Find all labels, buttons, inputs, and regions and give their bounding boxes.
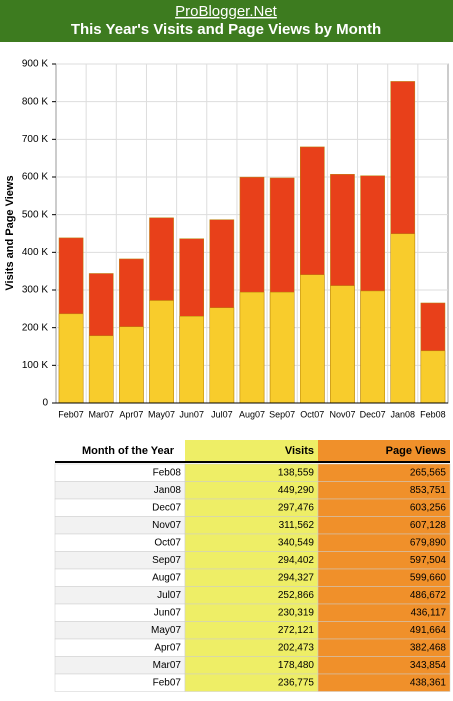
cell-text: Mar07 [153, 660, 182, 671]
y-tick-label: 400 K [22, 247, 48, 258]
header-cell [55, 440, 185, 462]
cell-text: 294,327 [278, 572, 315, 583]
header-cell [318, 440, 450, 462]
cell-text: 252,866 [278, 590, 315, 601]
x-tick-label: Feb08 [420, 409, 446, 419]
bar [269, 291, 295, 404]
cell-text: 311,562 [279, 520, 315, 531]
cell-text: Sep07 [152, 555, 181, 566]
y-axis-label: Visits and Page Views [4, 175, 16, 290]
cell-text: 265,565 [410, 467, 447, 478]
cell-text: 236,775 [278, 677, 315, 688]
x-tick-label: Oct07 [300, 409, 324, 419]
cell-text: 449,290 [278, 485, 315, 496]
site-link[interactable]: ProBlogger.Net [175, 3, 278, 20]
column-header: Visits [285, 445, 314, 457]
x-tick-label: May07 [148, 409, 175, 419]
column-header: Page Views [386, 445, 446, 457]
x-tick-label: Jan08 [391, 409, 416, 419]
y-tick-label: 900 K [22, 59, 48, 70]
cell-text: 679,890 [410, 537, 447, 548]
bar [88, 335, 114, 404]
cell-text: 340,549 [278, 537, 315, 548]
bar [330, 285, 355, 404]
y-tick-label: 0 [42, 398, 48, 409]
cell-text: 294,402 [278, 555, 315, 566]
cell-text: Jul07 [157, 590, 181, 601]
chart-title: This Year's Visits and Page Views by Mon… [71, 21, 381, 38]
cell [317, 673, 451, 692]
cell-text: 599,660 [410, 572, 447, 583]
cell-text: 382,468 [410, 642, 447, 653]
cell-text: 438,361 [410, 677, 447, 688]
cell-text: Apr07 [154, 642, 181, 653]
cell-text: 853,751 [410, 485, 447, 496]
cell-text: 597,504 [410, 555, 447, 566]
bar [179, 315, 205, 404]
cell-text: 343,854 [410, 660, 447, 671]
bar [58, 313, 84, 404]
y-tick-label: 100 K [22, 360, 48, 371]
cell-text: 436,117 [411, 607, 447, 618]
cell-text: Feb08 [153, 467, 182, 478]
y-tick-label: 700 K [22, 134, 48, 145]
cell-text: 202,473 [278, 642, 315, 653]
y-tick-label: 300 K [22, 285, 48, 296]
y-tick-label: 500 K [22, 209, 48, 220]
bar [209, 307, 235, 404]
bar [299, 274, 325, 404]
y-tick-label: 200 K [22, 322, 48, 333]
cell-text: 607,128 [410, 520, 447, 531]
x-tick-label: Sep07 [269, 409, 295, 419]
x-tick-label: Jun07 [179, 409, 204, 419]
cell-text: Nov07 [152, 520, 181, 531]
bar [239, 291, 265, 404]
y-tick-label: 600 K [22, 172, 48, 183]
x-tick-label: Apr07 [119, 409, 143, 419]
cell-text: Aug07 [152, 572, 181, 583]
bar [390, 233, 416, 404]
column-header: Month of the Year [82, 445, 175, 457]
cell-text: 491,664 [410, 625, 447, 636]
x-tick-label: Nov07 [329, 409, 355, 419]
cell-text: Dec07 [152, 502, 181, 513]
bar [119, 326, 144, 404]
bar [420, 350, 446, 404]
data-table: Month of the Year Visits Page Views Feb08 13… [54, 440, 451, 692]
header-banner [0, 0, 453, 42]
cell-text: 297,476 [278, 502, 315, 513]
x-tick-label: Feb07 [58, 409, 84, 419]
bar [149, 300, 174, 404]
bar [360, 290, 385, 404]
cell-text: 178,480 [278, 660, 315, 671]
x-tick-label: Dec07 [360, 409, 386, 419]
cell-text: Jan08 [154, 485, 182, 496]
header-cell [185, 440, 318, 462]
x-tick-label: Mar07 [88, 409, 114, 419]
cell-text: Oct07 [154, 537, 181, 548]
cell-text: 230,319 [278, 607, 315, 618]
cell-text: Jun07 [154, 607, 182, 618]
x-tick-label: Aug07 [239, 409, 265, 419]
x-tick-label: Jul07 [211, 409, 233, 419]
cell-text: Feb07 [153, 677, 182, 688]
cell-text: 138,559 [278, 467, 315, 478]
plot: 0 100 K 200 K 300 K 400 K 500 K 600 K 700 K 800 … [22, 59, 449, 419]
cell-text: 603,256 [410, 502, 447, 513]
cell-text: 486,672 [410, 590, 447, 601]
cell-text: May07 [151, 625, 181, 636]
cell-text: 272,121 [278, 625, 315, 636]
y-tick-label: 800 K [22, 96, 48, 107]
